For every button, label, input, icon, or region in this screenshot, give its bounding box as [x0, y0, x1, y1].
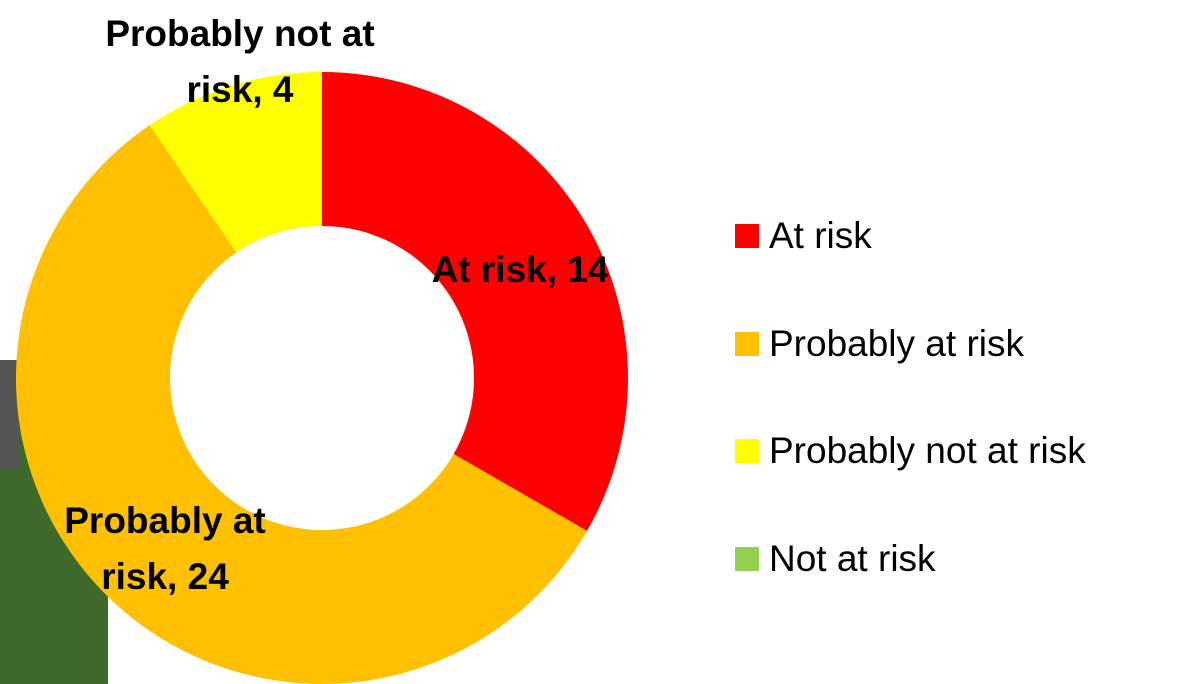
- legend-label: At risk: [769, 215, 872, 256]
- legend-swatch: [735, 439, 759, 463]
- legend-swatch: [735, 224, 759, 248]
- data-label: Probably not at risk, 4: [105, 13, 375, 110]
- legend-swatch: [735, 546, 759, 571]
- legend-label: Probably at risk: [769, 322, 1024, 364]
- background-photo-detail: [0, 360, 20, 470]
- legend-item: Probably not at risk: [735, 426, 1086, 476]
- donut-slice: [322, 72, 628, 531]
- legend-swatch: [735, 331, 759, 356]
- legend-item: At risk: [735, 211, 872, 261]
- donut-slice: [15, 125, 588, 684]
- legend-item: Not at risk: [735, 534, 936, 584]
- donut-slice: [149, 72, 322, 253]
- data-label: At risk, 14: [431, 249, 609, 290]
- legend-item: Probably at risk: [735, 319, 1024, 369]
- data-label: Probably at risk, 24: [64, 500, 266, 597]
- legend-label: Probably not at risk: [769, 430, 1086, 471]
- legend-label: Not at risk: [769, 537, 936, 579]
